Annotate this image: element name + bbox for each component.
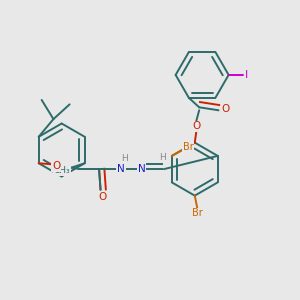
Text: CH₃: CH₃ (53, 166, 70, 175)
Text: O: O (98, 192, 106, 202)
Text: O: O (192, 122, 200, 131)
Text: O: O (222, 104, 230, 114)
Text: I: I (245, 70, 248, 80)
Text: H: H (121, 154, 128, 163)
Text: Br: Br (192, 208, 203, 218)
Text: N: N (138, 164, 146, 174)
Text: Br: Br (183, 142, 194, 152)
Text: O: O (52, 161, 61, 171)
Text: N: N (117, 164, 125, 174)
Text: H: H (159, 153, 166, 162)
